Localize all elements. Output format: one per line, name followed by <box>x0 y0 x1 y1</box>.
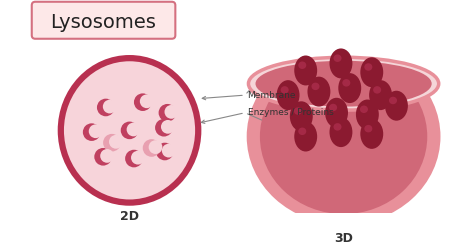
Text: Enzymes / Proteins: Enzymes / Proteins <box>247 108 333 117</box>
Circle shape <box>121 121 138 139</box>
Text: 3D: 3D <box>334 232 353 242</box>
Ellipse shape <box>334 123 341 131</box>
Circle shape <box>131 151 145 165</box>
Ellipse shape <box>389 97 397 104</box>
Ellipse shape <box>360 57 383 87</box>
Text: Lysosomes: Lysosomes <box>50 13 156 31</box>
Ellipse shape <box>338 73 361 103</box>
Ellipse shape <box>277 80 300 110</box>
Ellipse shape <box>255 61 432 106</box>
FancyBboxPatch shape <box>32 2 175 39</box>
Ellipse shape <box>373 86 381 94</box>
Ellipse shape <box>329 104 337 111</box>
Ellipse shape <box>248 57 439 110</box>
Circle shape <box>164 105 178 119</box>
Circle shape <box>149 140 163 154</box>
Bar <box>242 0 445 84</box>
Ellipse shape <box>298 128 306 135</box>
Ellipse shape <box>365 63 373 71</box>
Ellipse shape <box>290 101 313 131</box>
Ellipse shape <box>334 54 341 62</box>
Ellipse shape <box>325 98 348 128</box>
Ellipse shape <box>385 91 408 121</box>
Circle shape <box>140 94 154 108</box>
Circle shape <box>125 150 143 167</box>
Ellipse shape <box>281 86 289 94</box>
Ellipse shape <box>246 48 440 225</box>
Circle shape <box>100 149 114 163</box>
Circle shape <box>97 99 115 116</box>
Circle shape <box>94 148 112 166</box>
Circle shape <box>156 143 173 160</box>
Ellipse shape <box>329 48 352 78</box>
Ellipse shape <box>329 117 352 147</box>
Ellipse shape <box>311 83 319 90</box>
Circle shape <box>159 104 176 121</box>
Circle shape <box>143 139 160 157</box>
Circle shape <box>109 135 123 149</box>
Circle shape <box>161 120 175 134</box>
Ellipse shape <box>342 79 350 87</box>
Ellipse shape <box>360 119 383 149</box>
Text: 2D: 2D <box>120 210 139 223</box>
Ellipse shape <box>260 59 427 214</box>
Circle shape <box>103 134 121 151</box>
Circle shape <box>89 124 102 138</box>
Ellipse shape <box>369 80 392 110</box>
Circle shape <box>155 119 173 136</box>
Ellipse shape <box>298 61 306 69</box>
Ellipse shape <box>365 125 373 132</box>
Circle shape <box>103 100 117 113</box>
Circle shape <box>162 144 175 158</box>
Ellipse shape <box>308 77 330 106</box>
Circle shape <box>83 123 100 141</box>
Text: Membrane: Membrane <box>247 91 296 100</box>
Ellipse shape <box>294 107 302 115</box>
Ellipse shape <box>294 55 317 85</box>
Circle shape <box>134 93 152 111</box>
Circle shape <box>127 123 140 136</box>
Ellipse shape <box>360 106 368 113</box>
Ellipse shape <box>294 121 317 151</box>
Bar <box>255 0 432 84</box>
Ellipse shape <box>61 58 198 203</box>
Ellipse shape <box>356 99 379 129</box>
